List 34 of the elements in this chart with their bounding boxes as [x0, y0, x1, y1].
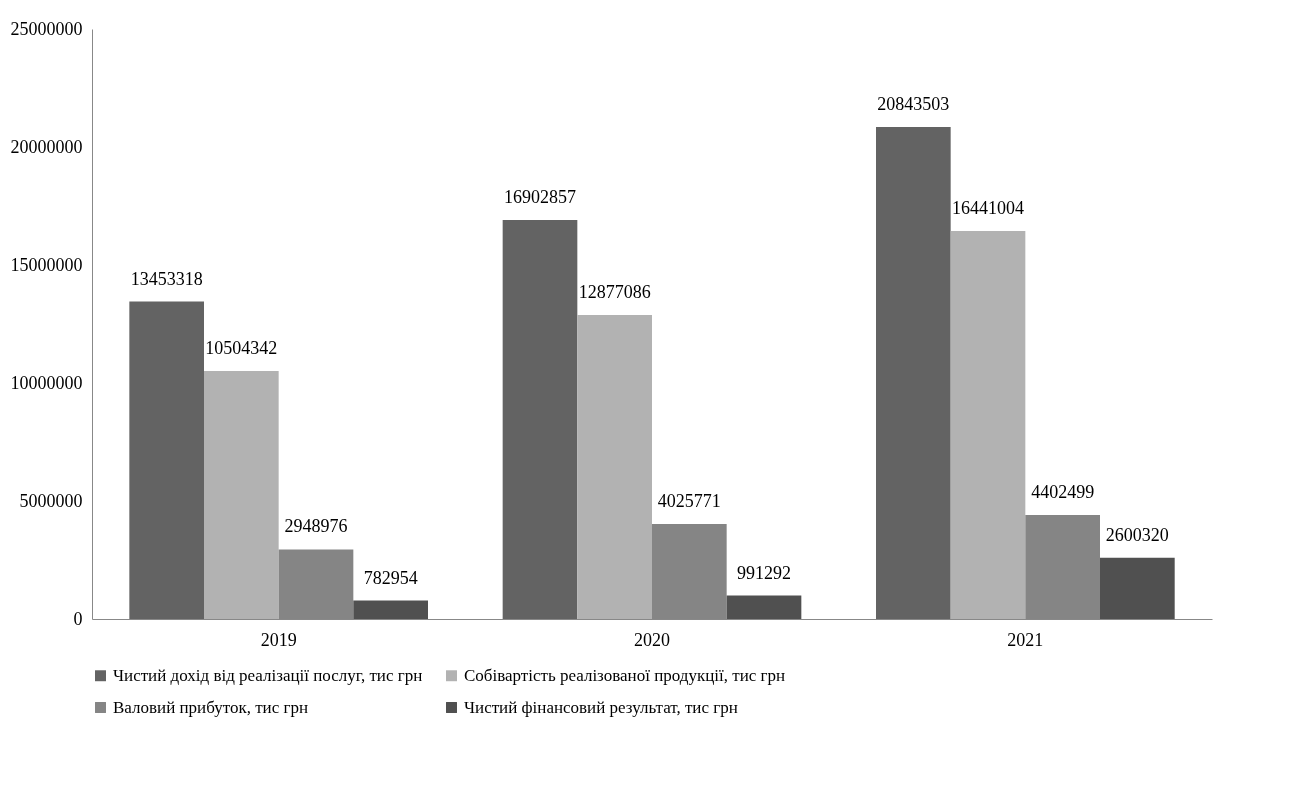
data-label: 10504342 [205, 338, 278, 359]
y-tick-label: 5000000 [19, 490, 83, 511]
y-tick-label: 10000000 [10, 372, 83, 393]
bar [129, 301, 204, 619]
bar [577, 315, 652, 619]
legend-label: Чистий фінансовий результат, тис грн [464, 697, 738, 717]
data-label: 13453318 [130, 268, 203, 289]
data-label: 16441004 [952, 197, 1024, 218]
data-label: 991292 [737, 562, 791, 583]
bar [726, 595, 802, 619]
x-tick-label: 2019 [260, 629, 297, 650]
y-tick-label: 0 [73, 608, 83, 629]
data-label: 4402499 [1031, 482, 1095, 503]
data-label: 2948976 [284, 516, 348, 537]
bar [1100, 557, 1175, 619]
bar [876, 127, 951, 619]
x-tick-label: 2020 [634, 629, 670, 650]
bar [502, 220, 578, 619]
data-label: 4025771 [657, 490, 721, 511]
data-label: 16902857 [504, 187, 576, 208]
bar [950, 230, 1026, 619]
legend-label: Валовий прибуток, тис грн [113, 697, 309, 717]
y-tick-label: 25000000 [10, 18, 83, 39]
bar [204, 371, 279, 619]
data-label: 12877086 [578, 282, 651, 303]
x-tick-label: 2021 [1007, 629, 1044, 650]
legend-label: Собівартість реалізованої продукції, тис грн [464, 665, 786, 685]
bar [353, 600, 428, 619]
y-tick-label: 15000000 [10, 254, 83, 275]
y-tick-label: 20000000 [10, 136, 83, 157]
legend-label: Чистий дохід від реалізації послуг, тис грн [113, 665, 423, 685]
data-label: 782954 [363, 567, 418, 588]
data-label: 20843503 [877, 94, 950, 115]
data-label: 2600320 [1105, 524, 1169, 545]
